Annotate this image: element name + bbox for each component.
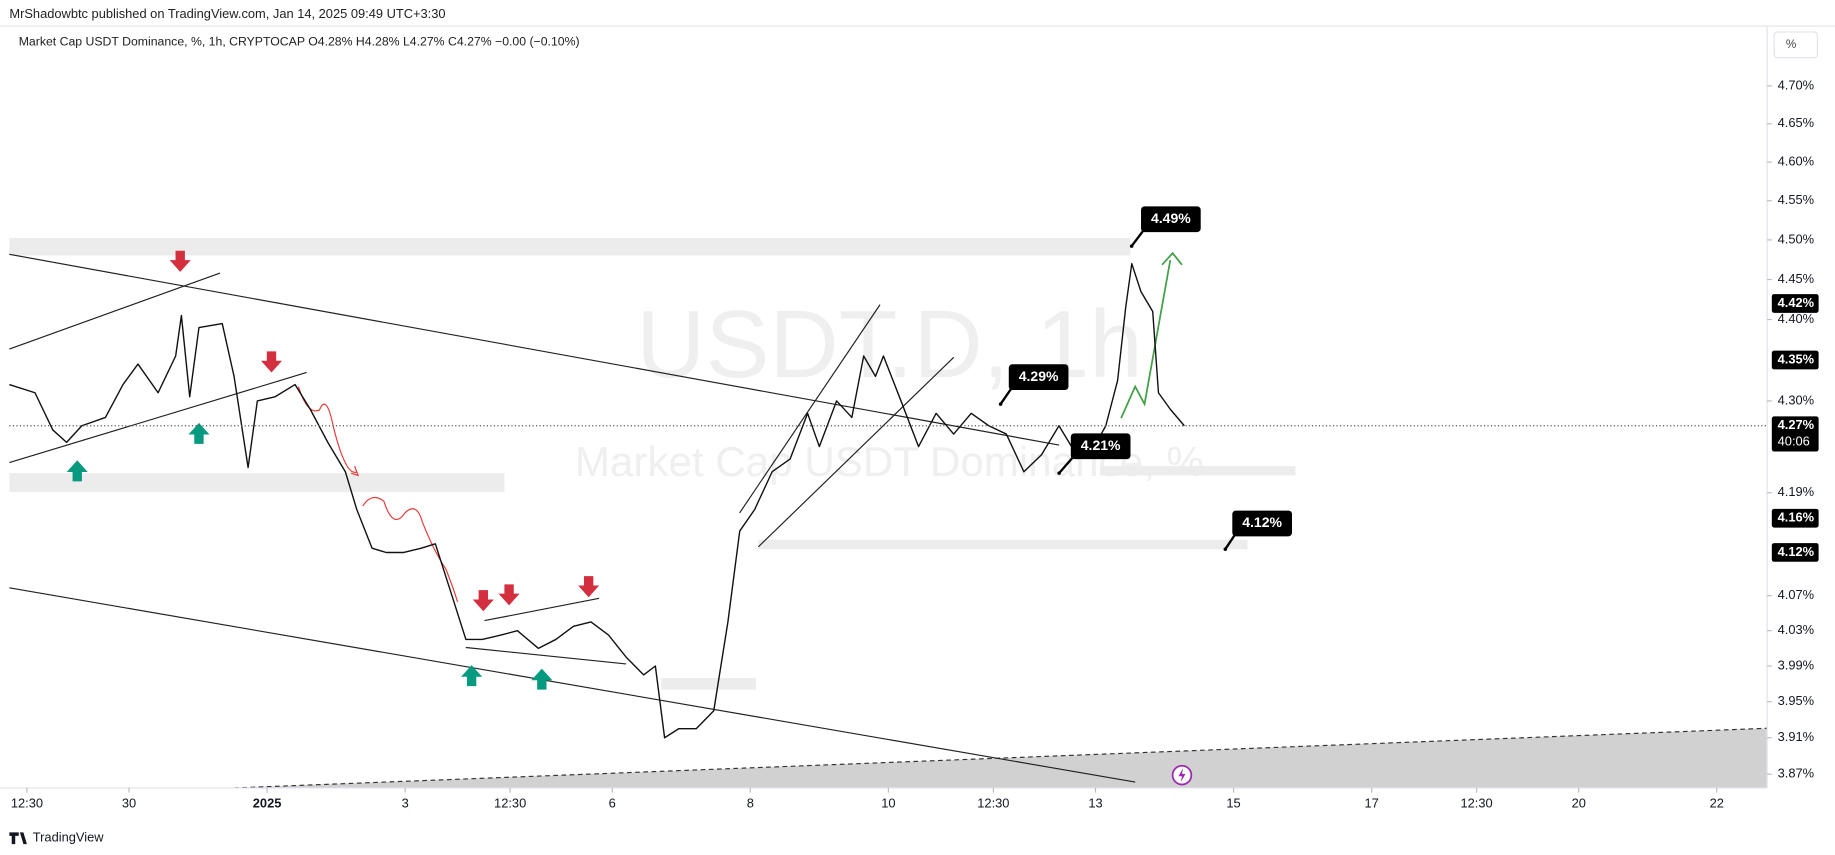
callout-label: 4.12%	[1242, 514, 1282, 530]
x-tick-label: 22	[1710, 796, 1724, 811]
x-tick-label: 12:30	[977, 796, 1009, 811]
price-badge	[1771, 350, 1819, 370]
y-tick-label: 4.50%	[1778, 231, 1814, 246]
projection-arrow	[1120, 251, 1183, 419]
x-tick-label: 30	[122, 796, 136, 811]
price-badge	[1771, 416, 1819, 452]
trendline	[9, 272, 221, 350]
x-tick-label: 12:30	[11, 796, 43, 811]
scale-button-label[interactable]: %	[1786, 38, 1796, 51]
callout-label: 4.49%	[1151, 210, 1191, 226]
projection-path	[297, 386, 360, 477]
y-tick-label: 4.60%	[1778, 153, 1814, 168]
trendline	[465, 646, 627, 665]
x-tick-label: 15	[1226, 796, 1240, 811]
x-tick-label: 10	[881, 796, 895, 811]
y-tick-label: 4.19%	[1778, 484, 1814, 499]
price-badge-label: 4.16%	[1778, 510, 1815, 525]
support-zone	[1100, 466, 1296, 476]
y-tick-label: 4.70%	[1778, 77, 1814, 92]
callout-box	[1008, 364, 1069, 391]
support-zone	[661, 677, 757, 690]
dashed-trendline	[234, 727, 1768, 789]
event-icon-bolt	[1178, 768, 1186, 783]
trendline	[739, 304, 881, 514]
trendline	[484, 597, 600, 622]
x-tick-label: 20	[1572, 796, 1586, 811]
callout-anchor	[998, 402, 1003, 406]
y-tick-label: 4.03%	[1778, 622, 1814, 637]
price-badge	[1771, 294, 1819, 313]
x-tick-label: 2025	[253, 796, 282, 811]
y-tick-label: 3.87%	[1778, 766, 1814, 781]
y-tick-label: 3.99%	[1778, 657, 1814, 672]
callout-box	[1141, 206, 1201, 233]
x-tick-label: 8	[747, 796, 754, 811]
x-tick-label: 13	[1088, 796, 1102, 811]
up-arrows	[66, 422, 553, 690]
x-tick-label: 17	[1364, 796, 1378, 811]
y-tick-label: 4.65%	[1778, 115, 1814, 130]
down-arrows	[169, 250, 600, 612]
publish-header: MrShadowbtc published on TradingView.com…	[9, 6, 445, 21]
price-badge	[1771, 543, 1819, 562]
countdown: 40:06	[1778, 434, 1810, 449]
support-zone	[9, 473, 505, 492]
price-badge-label: 4.35%	[1778, 351, 1815, 366]
price-badge	[1771, 508, 1819, 528]
projection-path	[362, 496, 459, 603]
price-line	[9, 262, 1185, 739]
tv-logo	[9, 832, 27, 845]
y-tick-label: 3.91%	[1778, 729, 1814, 744]
y-tick-label: 4.45%	[1778, 271, 1814, 286]
x-tick-label: 12:30	[1461, 796, 1493, 811]
y-tick-label: 4.55%	[1778, 192, 1814, 207]
callout-box	[1070, 433, 1131, 460]
y-tick-label: 3.95%	[1778, 693, 1814, 708]
callout-box	[1232, 510, 1292, 537]
symbol-legend: Market Cap USDT Dominance, %, 1h, CRYPTO…	[19, 35, 580, 49]
y-tick-label: 4.07%	[1778, 587, 1814, 602]
x-tick-label: 6	[609, 796, 616, 811]
trendline	[9, 587, 1136, 783]
price-badge-label: 4.12%	[1778, 544, 1815, 559]
support-zone	[758, 539, 1248, 550]
x-tick-label: 3	[402, 796, 409, 811]
scale-button[interactable]	[1773, 31, 1819, 59]
trendline	[757, 356, 955, 548]
callout-anchor	[1223, 547, 1228, 551]
price-badge-label: 4.27%	[1778, 417, 1815, 432]
x-tick-label: 12:30	[494, 796, 526, 811]
price-badge-label: 4.42%	[1778, 295, 1815, 310]
trendline	[9, 371, 307, 464]
callout-anchor	[1057, 471, 1061, 475]
resistance-zone	[9, 237, 1131, 256]
y-tick-label: 4.30%	[1778, 392, 1814, 407]
footer-brand: TradingView	[33, 830, 104, 845]
callout-label: 4.29%	[1019, 368, 1059, 384]
callout-label: 4.21%	[1081, 437, 1121, 453]
y-tick-label: 4.40%	[1778, 311, 1814, 326]
callout-anchor	[1129, 244, 1134, 248]
